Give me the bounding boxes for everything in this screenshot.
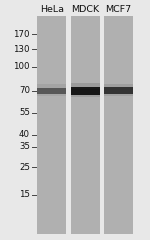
Bar <box>37 88 66 94</box>
Bar <box>104 87 133 95</box>
Text: 35: 35 <box>19 142 30 151</box>
Text: 170: 170 <box>14 30 30 39</box>
Bar <box>104 90 133 96</box>
Bar <box>71 83 100 90</box>
Text: 100: 100 <box>14 62 30 72</box>
Text: 55: 55 <box>19 108 30 117</box>
Text: 15: 15 <box>19 190 30 199</box>
Bar <box>71 87 100 95</box>
Text: 40: 40 <box>19 130 30 139</box>
Bar <box>104 16 133 234</box>
Bar <box>71 16 100 234</box>
Bar <box>71 89 100 97</box>
Bar <box>37 84 66 90</box>
Text: 25: 25 <box>19 163 30 172</box>
Bar <box>104 84 133 90</box>
Bar <box>37 90 66 96</box>
Bar <box>37 16 66 234</box>
Text: HeLa: HeLa <box>40 5 64 14</box>
Text: MCF7: MCF7 <box>105 5 132 14</box>
Text: MDCK: MDCK <box>71 5 100 14</box>
Text: 70: 70 <box>19 86 30 96</box>
Text: 130: 130 <box>14 45 30 54</box>
